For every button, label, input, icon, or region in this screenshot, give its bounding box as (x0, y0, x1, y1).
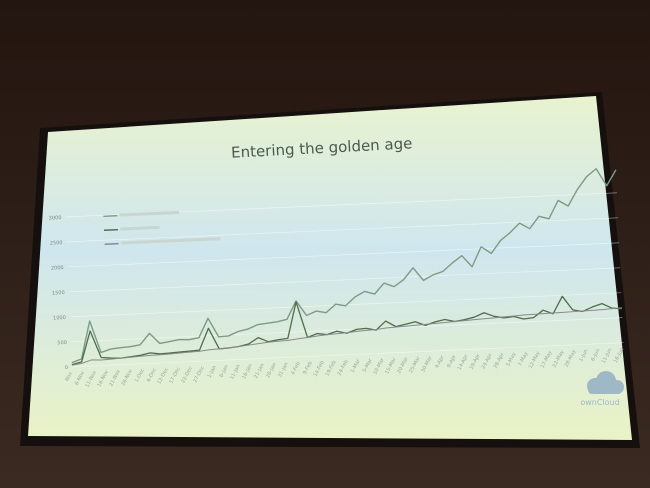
x-tick-label: 6-Jan (219, 364, 230, 378)
logo-text: ownCloud (580, 398, 619, 407)
gridline (69, 292, 622, 318)
y-tick-label: 1000 (53, 315, 66, 322)
gridline (70, 317, 623, 343)
x-tick-label: 1-Jan (207, 365, 218, 379)
gridline (71, 342, 624, 368)
gridline (68, 267, 621, 293)
cloud-icon (587, 371, 624, 394)
series-line-3 (71, 307, 622, 366)
legend-text-blur-1 (119, 211, 180, 217)
legend-swatch-1 (103, 214, 118, 217)
series-line-1 (71, 168, 617, 364)
gridline (67, 242, 620, 268)
y-tick-label: 2000 (51, 265, 64, 272)
x-tick-label: Nov (64, 371, 74, 382)
owncloud-logo: ownCloud (580, 371, 624, 407)
legend-swatch-2 (104, 228, 119, 231)
y-tick-label: 0 (65, 365, 68, 371)
x-tick-label: 1-Jun (578, 348, 589, 362)
y-tick-label: 2500 (50, 240, 63, 247)
y-tick-label: 500 (57, 340, 67, 346)
x-tick-label: 6-Jun (590, 348, 601, 362)
legend-swatch-3 (104, 242, 119, 245)
legend-text-blur-2 (120, 225, 160, 231)
x-tick-label: 9-Feb (302, 360, 314, 375)
legend-text-blur-3 (120, 237, 221, 245)
projection-screen (28, 96, 632, 440)
y-tick-label: 3000 (49, 215, 62, 222)
y-tick-label: 1500 (52, 290, 65, 297)
x-tick-label: 4-Feb (290, 361, 302, 376)
gridline (66, 217, 619, 243)
